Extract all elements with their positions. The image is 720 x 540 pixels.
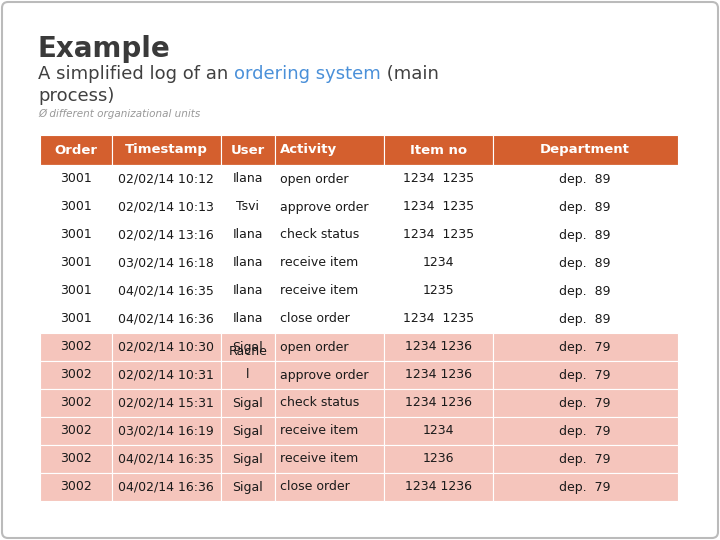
Bar: [275, 221, 384, 249]
Text: dep.  79: dep. 79: [559, 481, 611, 494]
Bar: [112, 135, 220, 165]
Text: open order: open order: [280, 172, 348, 186]
Bar: [492, 473, 678, 501]
Bar: [384, 221, 492, 249]
Text: Sigal: Sigal: [233, 396, 264, 409]
Text: Sigal: Sigal: [233, 424, 264, 437]
Bar: [40, 193, 112, 221]
Bar: [40, 473, 112, 501]
Text: User: User: [230, 144, 265, 157]
Bar: [220, 417, 275, 445]
Bar: [275, 135, 384, 165]
Text: open order: open order: [280, 341, 348, 354]
Text: 02/02/14 13:16: 02/02/14 13:16: [118, 228, 214, 241]
Text: process): process): [38, 87, 114, 105]
Text: dep.  79: dep. 79: [559, 341, 611, 354]
Text: Example: Example: [38, 35, 171, 63]
Text: 03/02/14 16:19: 03/02/14 16:19: [118, 424, 214, 437]
Text: 02/02/14 10:13: 02/02/14 10:13: [118, 200, 214, 213]
Bar: [112, 333, 220, 361]
Text: 1234  1235: 1234 1235: [402, 200, 474, 213]
Bar: [492, 333, 678, 361]
Bar: [492, 277, 678, 305]
Text: A simplified log of an: A simplified log of an: [38, 65, 234, 83]
Bar: [384, 361, 492, 389]
Text: 3002: 3002: [60, 424, 92, 437]
Text: 3002: 3002: [60, 368, 92, 381]
Bar: [384, 417, 492, 445]
Bar: [492, 389, 678, 417]
Bar: [492, 249, 678, 277]
Bar: [492, 305, 678, 333]
Text: receive item: receive item: [280, 424, 359, 437]
Bar: [384, 193, 492, 221]
Bar: [384, 249, 492, 277]
Text: receive item: receive item: [280, 256, 359, 269]
Text: dep.  79: dep. 79: [559, 453, 611, 465]
Text: check status: check status: [280, 228, 359, 241]
Text: check status: check status: [280, 396, 359, 409]
Bar: [40, 135, 112, 165]
Text: 1234 1236: 1234 1236: [405, 396, 472, 409]
Text: 04/02/14 16:36: 04/02/14 16:36: [118, 313, 214, 326]
Bar: [384, 305, 492, 333]
Bar: [220, 135, 275, 165]
Text: Sigal: Sigal: [233, 481, 264, 494]
Bar: [275, 333, 384, 361]
Text: (main: (main: [381, 65, 438, 83]
Text: 1235: 1235: [423, 285, 454, 298]
Text: receive item: receive item: [280, 285, 359, 298]
Bar: [220, 277, 275, 305]
Bar: [40, 305, 112, 333]
Bar: [112, 445, 220, 473]
Text: dep.  79: dep. 79: [559, 368, 611, 381]
Bar: [492, 165, 678, 193]
Text: Department: Department: [540, 144, 630, 157]
Text: dep.  89: dep. 89: [559, 256, 611, 269]
Bar: [275, 193, 384, 221]
Bar: [384, 473, 492, 501]
Text: Ilana: Ilana: [233, 228, 263, 241]
Bar: [220, 445, 275, 473]
Text: dep.  89: dep. 89: [559, 228, 611, 241]
Bar: [384, 277, 492, 305]
Text: dep.  89: dep. 89: [559, 200, 611, 213]
Text: Ilana: Ilana: [233, 172, 263, 186]
Bar: [220, 221, 275, 249]
Bar: [40, 389, 112, 417]
Text: close order: close order: [280, 313, 350, 326]
Text: ordering system: ordering system: [234, 65, 381, 83]
Text: 02/02/14 15:31: 02/02/14 15:31: [118, 396, 214, 409]
Bar: [220, 361, 275, 389]
Text: l: l: [246, 368, 250, 381]
Text: 04/02/14 16:35: 04/02/14 16:35: [118, 453, 214, 465]
Bar: [112, 165, 220, 193]
Text: 3002: 3002: [60, 453, 92, 465]
Text: 02/02/14 10:12: 02/02/14 10:12: [118, 172, 214, 186]
Text: Ilana: Ilana: [233, 313, 263, 326]
Text: Rache: Rache: [228, 345, 267, 357]
Bar: [40, 445, 112, 473]
Bar: [112, 277, 220, 305]
Bar: [492, 417, 678, 445]
Text: 3001: 3001: [60, 200, 92, 213]
Text: 04/02/14 16:35: 04/02/14 16:35: [118, 285, 214, 298]
Bar: [492, 361, 678, 389]
Text: 3002: 3002: [60, 341, 92, 354]
Text: 1234  1235: 1234 1235: [402, 172, 474, 186]
Text: 1234 1236: 1234 1236: [405, 481, 472, 494]
Bar: [492, 221, 678, 249]
Bar: [275, 165, 384, 193]
Text: Tsvi: Tsvi: [236, 200, 259, 213]
Text: 1234: 1234: [423, 424, 454, 437]
Text: dep.  79: dep. 79: [559, 396, 611, 409]
Bar: [112, 305, 220, 333]
Bar: [112, 221, 220, 249]
Bar: [492, 135, 678, 165]
Text: 02/02/14 10:30: 02/02/14 10:30: [118, 341, 215, 354]
Text: 1234 1236: 1234 1236: [405, 341, 472, 354]
Bar: [112, 417, 220, 445]
Bar: [275, 473, 384, 501]
Bar: [492, 445, 678, 473]
